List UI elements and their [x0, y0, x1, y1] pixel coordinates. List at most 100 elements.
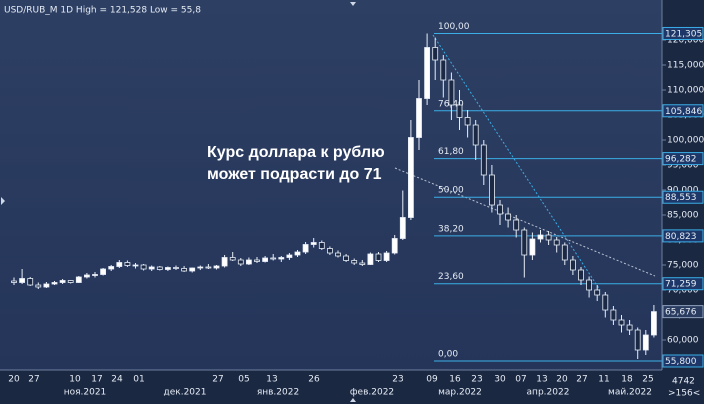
candle-body: [67, 280, 74, 283]
candle-body: [156, 266, 163, 270]
price-label: 80,823: [665, 232, 697, 242]
x-tick-label: 09: [426, 375, 438, 385]
x-tick-label: 13: [536, 375, 547, 385]
candle-body: [278, 257, 285, 260]
candle-body: [610, 309, 617, 321]
fib-ratio: 23,60: [438, 272, 464, 282]
plot-area: [0, 0, 662, 370]
price-box: [662, 104, 704, 118]
x-tick-label: 16: [449, 375, 461, 385]
fib-ratio: 61,80: [438, 147, 464, 157]
candle-body: [634, 329, 641, 351]
candle-body: [205, 266, 212, 269]
scroll-arrow[interactable]: [1, 197, 5, 205]
fib-ratio: 0,00: [438, 350, 458, 360]
candle-body: [27, 278, 34, 286]
candle-body: [335, 252, 341, 257]
candle-body: [92, 274, 98, 276]
candle-body: [286, 254, 293, 258]
candle-body: [237, 259, 244, 265]
candle-body: [84, 274, 90, 278]
candle-body: [75, 276, 82, 283]
y-tick-label: 115,000: [667, 61, 704, 71]
candle-body: [432, 47, 439, 61]
price-box: [662, 26, 704, 40]
candle-body: [229, 257, 236, 261]
candle-body: [116, 262, 123, 267]
candle-body: [521, 229, 528, 256]
y-tick-label: 75,000: [667, 261, 699, 271]
corner-label: >156<: [668, 389, 700, 399]
candle-body: [497, 204, 503, 215]
y-tick-label: 60,000: [667, 336, 699, 346]
x-tick-label: 13: [266, 375, 277, 385]
candle-body: [294, 251, 301, 256]
fib-ratio: 50,00: [438, 186, 464, 196]
price-label: 121,305: [665, 29, 702, 39]
candle-body: [51, 282, 58, 285]
price-label: 88,553: [665, 193, 697, 203]
candle-body: [553, 239, 560, 246]
candle-body: [594, 289, 601, 296]
candle-body: [407, 137, 414, 218]
x-tick-label: 20: [8, 375, 20, 385]
candle-body: [19, 278, 26, 283]
candle-body: [529, 238, 536, 256]
candle-body: [440, 59, 447, 81]
candle-body: [399, 217, 406, 239]
candle-body: [456, 104, 463, 118]
candle-body: [35, 284, 42, 288]
x-tick-label: 18: [621, 375, 633, 385]
candle-body: [197, 266, 204, 269]
candle-body: [262, 257, 269, 262]
candle-body: [391, 238, 398, 254]
candle-body: [383, 252, 390, 261]
candle-body: [148, 266, 155, 270]
candle-body: [124, 262, 131, 266]
candle-body: [424, 47, 431, 99]
price-box: [662, 229, 704, 243]
candle-body: [11, 280, 17, 283]
x-month-label: фев.2022: [350, 388, 394, 398]
x-tick-label: 23: [392, 375, 403, 385]
x-tick-label: 07: [515, 375, 526, 385]
fib-ratio: 38,20: [438, 224, 464, 234]
candle-body: [561, 244, 568, 261]
candle-body: [270, 257, 277, 260]
x-tick-label: 17: [91, 375, 102, 385]
scroll-arrow[interactable]: [350, 398, 356, 402]
price-box: [662, 354, 704, 368]
y-tick-label: 85,000: [667, 211, 699, 221]
fib-ratio: 100,00: [438, 22, 470, 32]
price-label: 96,282: [665, 155, 697, 165]
x-month-label: ноя.2021: [64, 388, 107, 398]
x-tick-label: 20: [556, 375, 568, 385]
candle-body: [545, 234, 552, 241]
x-tick-label: 10: [69, 375, 81, 385]
candle-body: [326, 248, 333, 254]
x-tick-label: 27: [28, 375, 39, 385]
x-month-label: янв.2022: [257, 388, 299, 398]
price-label: 71,259: [665, 280, 697, 290]
y-tick-label: 90,000: [667, 186, 699, 196]
x-tick-label: 25: [642, 375, 653, 385]
candle-body: [213, 265, 220, 269]
last-price: 65,676: [665, 308, 697, 318]
candle-body: [488, 174, 495, 206]
x-month-label: апр.2022: [527, 388, 570, 398]
x-tick-label: 27: [576, 375, 587, 385]
x-month-label: мар.2022: [438, 388, 482, 398]
candle-body: [302, 244, 309, 253]
candle-body: [59, 280, 66, 283]
candle-body: [618, 319, 625, 326]
candle-body: [642, 334, 649, 351]
candle-body: [359, 262, 366, 265]
chart-title: USD/RUB_M 1D High = 121,528 Low = 55,8: [4, 6, 201, 16]
scroll-arrow[interactable]: [350, 2, 356, 6]
annotation: Курс доллара к рублю: [207, 144, 385, 161]
y-tick-label: 110,000: [667, 86, 704, 96]
candle-body: [318, 242, 325, 249]
candle-body: [43, 283, 50, 288]
candle-body: [351, 260, 358, 264]
